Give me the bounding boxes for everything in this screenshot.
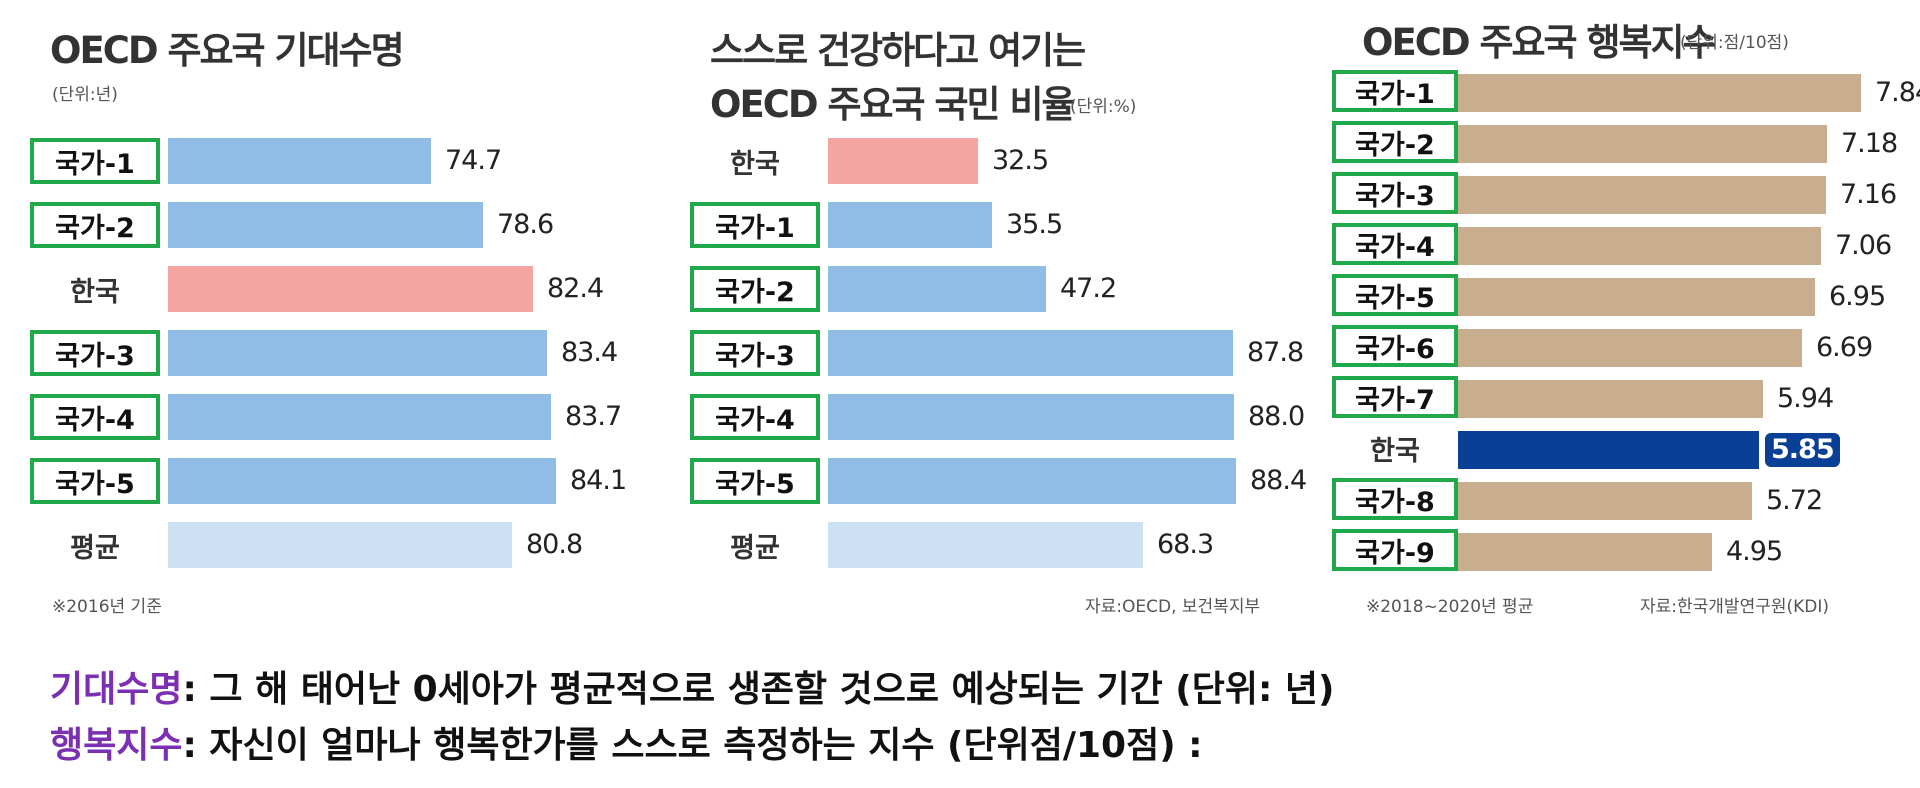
data-label: 88.0 <box>1248 401 1305 432</box>
bar <box>168 138 431 184</box>
caption-term: 행복지수 <box>50 725 183 766</box>
bar <box>828 138 978 184</box>
bar <box>828 522 1143 568</box>
bar <box>1458 380 1763 418</box>
bar <box>828 458 1236 504</box>
bar <box>828 266 1046 312</box>
data-label: 87.8 <box>1247 337 1304 368</box>
bar <box>168 330 547 376</box>
bar <box>828 394 1234 440</box>
chart-source: 자료:한국개발연구원(KDI) <box>1640 597 1830 617</box>
category-label: 국가-8 <box>1332 478 1458 520</box>
data-label: 7.06 <box>1835 230 1892 261</box>
category-label: 국가-3 <box>690 330 820 376</box>
data-label: 7.84 <box>1875 77 1920 108</box>
bar <box>168 394 551 440</box>
data-label: 4.95 <box>1726 536 1783 567</box>
data-label: 78.6 <box>497 209 554 240</box>
data-label: 6.69 <box>1816 332 1873 363</box>
caption-text: : 그 해 태어난 0세아가 평균적으로 생존할 것으로 예상되는 기간 (단위… <box>182 669 1335 710</box>
caption-term: 기대수명 <box>50 669 183 710</box>
data-label: 82.4 <box>547 273 604 304</box>
data-label: 32.5 <box>992 145 1049 176</box>
category-label: 한국 <box>1370 435 1420 467</box>
data-label: 7.16 <box>1840 179 1897 210</box>
bar <box>1458 74 1861 112</box>
data-label: 84.1 <box>570 465 627 496</box>
category-label: 국가-6 <box>1332 325 1458 367</box>
category-label: 평균 <box>730 532 780 564</box>
data-label: 83.4 <box>561 337 618 368</box>
bar <box>1458 482 1752 520</box>
data-label: 35.5 <box>1006 209 1063 240</box>
category-label: 한국 <box>730 148 780 180</box>
chart-unit: (단위:%) <box>1070 97 1137 117</box>
data-label: 74.7 <box>445 145 502 176</box>
category-label: 국가-1 <box>1332 70 1458 112</box>
chart-note: ※2018~2020년 평균 <box>1366 597 1534 617</box>
category-label: 국가-2 <box>30 202 160 248</box>
data-label: 5.72 <box>1766 485 1823 516</box>
category-label: 국가-2 <box>1332 121 1458 163</box>
chart-unit: (단위:년) <box>52 85 118 105</box>
bar <box>168 266 533 312</box>
category-label: 국가-4 <box>30 394 160 440</box>
data-label: 5.85 <box>1765 433 1840 467</box>
data-label: 6.95 <box>1829 281 1886 312</box>
category-label: 국가-5 <box>690 458 820 504</box>
data-label: 68.3 <box>1157 529 1214 560</box>
chart-title-line-1: 스스로 건강하다고 여기는 <box>710 29 1086 72</box>
bar <box>1458 533 1712 571</box>
data-label: 47.2 <box>1060 273 1117 304</box>
caption-text: : 자신이 얼마나 행복한가를 스스로 측정하는 지수 (단위점/10점) : <box>182 725 1203 766</box>
chart-source: 자료:OECD, 보건복지부 <box>1085 597 1261 617</box>
bar <box>168 522 512 568</box>
bar <box>828 330 1233 376</box>
chart-title-line-2: OECD 주요국 국민 비율 <box>710 83 1076 126</box>
data-label: 7.18 <box>1841 128 1898 159</box>
category-label: 국가-5 <box>1332 274 1458 316</box>
category-label: 국가-4 <box>690 394 820 440</box>
data-label: 88.4 <box>1250 465 1307 496</box>
chart-unit: (단위:점/10점) <box>1680 33 1789 53</box>
category-label: 평균 <box>70 532 120 564</box>
chart-note: ※2016년 기준 <box>52 597 162 617</box>
category-label: 국가-4 <box>1332 223 1458 265</box>
category-label: 국가-1 <box>30 138 160 184</box>
bar <box>1458 431 1759 469</box>
category-label: 한국 <box>70 276 120 308</box>
caption-life-expectancy: 기대수명: 그 해 태어난 0세아가 평균적으로 생존할 것으로 예상되는 기간… <box>50 660 1334 712</box>
life-expectancy-chart: OECD 주요국 기대수명 (단위:년) 국가-1 74.7 국가-2 78.6 한국 8… <box>0 0 660 640</box>
bar <box>1458 176 1826 214</box>
bar <box>1458 227 1821 265</box>
category-label: 국가-7 <box>1332 376 1458 418</box>
category-label: 국가-2 <box>690 266 820 312</box>
data-label: 5.94 <box>1777 383 1834 414</box>
category-label: 국가-1 <box>690 202 820 248</box>
caption-happiness-index: 행복지수: 자신이 얼마나 행복한가를 스스로 측정하는 지수 (단위점/10점… <box>50 716 1203 768</box>
category-label: 국가-5 <box>30 458 160 504</box>
bar <box>168 202 483 248</box>
category-label: 국가-3 <box>1332 172 1458 214</box>
data-label: 80.8 <box>526 529 583 560</box>
chart-title: OECD 주요국 행복지수 <box>1362 21 1717 64</box>
bar <box>168 458 556 504</box>
bar <box>828 202 992 248</box>
category-label: 국가-3 <box>30 330 160 376</box>
bar <box>1458 125 1827 163</box>
category-label: 국가-9 <box>1332 529 1458 571</box>
happiness-index-chart: OECD 주요국 행복지수 (단위:점/10점) 국가-1 7.84 국가-2 7.1… <box>1320 0 1920 640</box>
bar <box>1458 329 1802 367</box>
chart-title: OECD 주요국 기대수명 <box>50 29 405 72</box>
data-label: 83.7 <box>565 401 622 432</box>
self-rated-health-chart: 스스로 건강하다고 여기는 OECD 주요국 국민 비율 (단위:%) 한국 32… <box>660 0 1320 640</box>
bar <box>1458 278 1815 316</box>
